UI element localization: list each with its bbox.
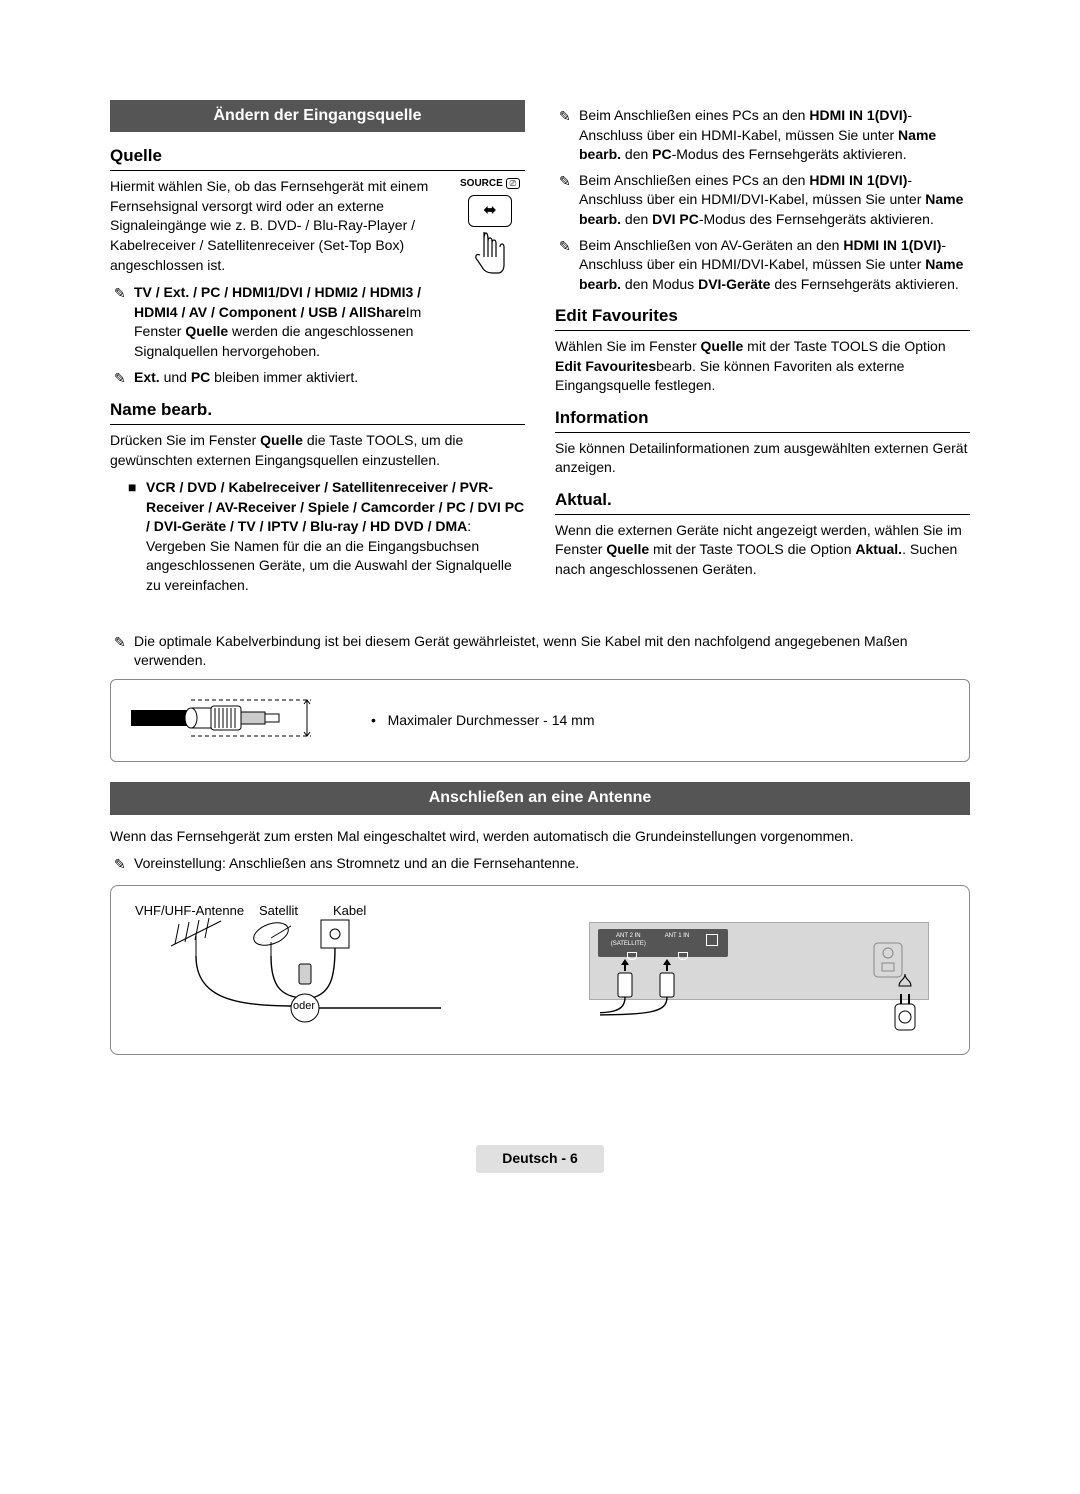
port-label-ant1: ANT 1 IN <box>657 932 697 949</box>
note-icon: ✎ <box>559 172 579 192</box>
port-label-ant2: ANT 2 IN (SATELLITE) <box>608 932 648 949</box>
vcr-list: VCR / DVD / Kabelreceiver / Satellitenre… <box>146 478 525 596</box>
hdmi-note-2: Beim Anschließen eines PCs an den HDMI I… <box>579 171 970 230</box>
page-footer: Deutsch - 6 <box>110 1145 970 1173</box>
tv-ext-note: TV / Ext. / PC / HDMI1/DVI / HDMI2 / HDM… <box>134 283 447 361</box>
information-text: Sie können Detailinformationen zum ausge… <box>555 439 970 478</box>
hdmi-note-1: Beim Anschließen eines PCs an den HDMI I… <box>579 106 970 165</box>
aktual-text: Wenn die externen Geräte nicht angezeigt… <box>555 521 970 580</box>
note-icon: ✎ <box>559 237 579 257</box>
heading-aktual: Aktual. <box>555 488 970 515</box>
heading-edit-favourites: Edit Favourites <box>555 304 970 331</box>
ext-pc-note: Ext. und PC bleiben immer aktiviert. <box>134 368 525 388</box>
heading-quelle: Quelle <box>110 144 525 171</box>
cable-bullet: • Maximaler Durchmesser - 14 mm <box>371 711 595 731</box>
heading-information: Information <box>555 406 970 433</box>
name-bearb-intro: Drücken Sie im Fenster Quelle die Taste … <box>110 431 525 470</box>
source-label: SOURCE <box>460 178 503 189</box>
antenna-intro: Wenn das Fernsehgerät zum ersten Mal ein… <box>110 827 970 847</box>
section-header-input: Ändern der Eingangsquelle <box>110 100 525 132</box>
section-header-antenna: Anschließen an eine Antenne <box>110 782 970 814</box>
note-icon: ✎ <box>114 284 134 304</box>
note-icon: ✎ <box>559 107 579 127</box>
connector-arrows-icon <box>600 953 740 1023</box>
heading-name-bearb: Name bearb. <box>110 398 525 425</box>
cable-connector-icon <box>131 694 331 742</box>
antenna-wiring-icon <box>131 916 451 1036</box>
source-button-illustration: SOURCE ⎚ ⬌ <box>455 177 525 297</box>
cable-note: Die optimale Kabelverbindung ist bei die… <box>134 632 970 671</box>
power-plug-icon <box>885 974 925 1044</box>
hand-icon <box>466 227 514 287</box>
note-icon: ✎ <box>114 369 134 389</box>
hdmi-note-3: Beim Anschließen von AV-Geräten an den H… <box>579 236 970 295</box>
footer-text: Deutsch - 6 <box>502 1150 577 1166</box>
label-oder: oder <box>293 999 315 1014</box>
edit-favourites-text: Wählen Sie im Fenster Quelle mit der Tas… <box>555 337 970 396</box>
cable-diameter-panel: • Maximaler Durchmesser - 14 mm <box>110 679 970 763</box>
note-icon: ✎ <box>114 855 134 875</box>
antenna-connection-diagram: VHF/UHF-Antenne Satellit Kabel oder ANT … <box>110 885 970 1055</box>
note-icon: ✎ <box>114 633 134 653</box>
tv-back-panel: ANT 2 IN (SATELLITE) ANT 1 IN <box>589 922 929 1000</box>
square-bullet-icon: ■ <box>128 478 146 596</box>
preset-note: Voreinstellung: Anschließen ans Stromnet… <box>134 854 970 874</box>
